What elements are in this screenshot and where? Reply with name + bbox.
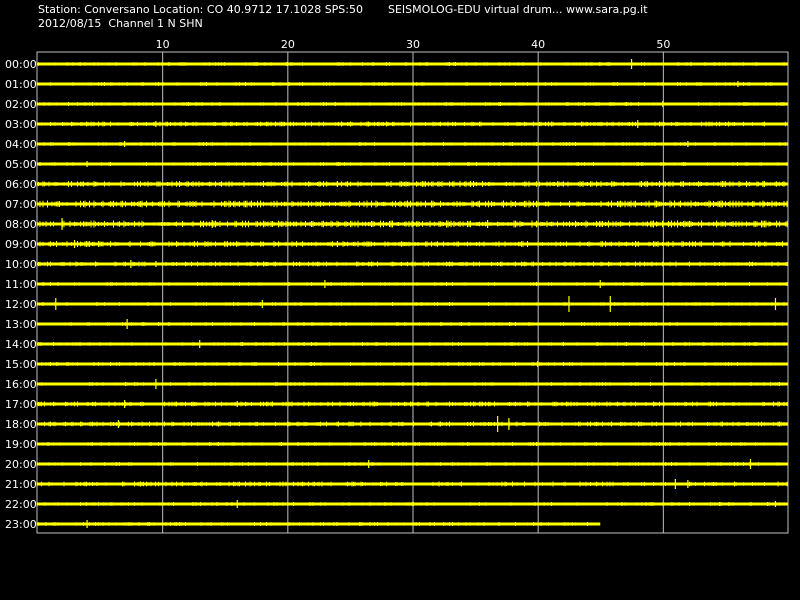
- x-tick-label: 30: [406, 38, 420, 51]
- trace-noise-16:00: [36, 382, 788, 386]
- hour-label: 19:00: [5, 438, 37, 451]
- hour-label: 23:00: [5, 518, 37, 531]
- hour-label: 09:00: [5, 238, 37, 251]
- trace-noise-08:00: [36, 220, 788, 228]
- trace-noise-00:00: [38, 62, 788, 66]
- hour-label: 08:00: [5, 218, 37, 231]
- hour-label: 01:00: [5, 78, 37, 91]
- hour-label: 14:00: [5, 338, 37, 351]
- trace-noise-18:00: [36, 421, 788, 427]
- trace-noise-17:00: [36, 401, 788, 407]
- hour-label: 06:00: [5, 178, 37, 191]
- trace-noise-14:00: [36, 342, 788, 346]
- hour-label: 04:00: [5, 138, 37, 151]
- hour-label: 22:00: [5, 498, 37, 511]
- x-tick-label: 20: [281, 38, 295, 51]
- trace-noise-07:00: [36, 200, 788, 208]
- hour-label: 02:00: [5, 98, 37, 111]
- trace-noise-21:00: [36, 481, 788, 487]
- trace-noise-19:00: [36, 442, 788, 446]
- hour-label: 07:00: [5, 198, 37, 211]
- trace-noise-09:00: [36, 241, 788, 247]
- app-title: SEISMOLOG-EDU virtual drum... www.sara.p…: [388, 3, 648, 16]
- trace-noise-02:00: [36, 102, 788, 106]
- hour-label: 12:00: [5, 298, 37, 311]
- hour-label: 03:00: [5, 118, 37, 131]
- hour-label: 16:00: [5, 378, 37, 391]
- date-channel-info: 2012/08/15 Channel 1 N SHN: [38, 17, 203, 30]
- trace-noise-20:00: [36, 462, 788, 466]
- trace-noise-13:00: [36, 322, 788, 326]
- station-info: Station: Conversano Location: CO 40.9712…: [38, 3, 363, 16]
- trace-noise-01:00: [36, 82, 788, 86]
- trace-noise-03:00: [36, 121, 788, 127]
- trace-noise-05:00: [36, 162, 788, 166]
- trace-noise-22:00: [36, 502, 788, 506]
- x-tick-label: 40: [531, 38, 545, 51]
- trace-band-00:00: [37, 62, 788, 66]
- trace-noise-04:00: [36, 142, 788, 146]
- hour-label: 11:00: [5, 278, 37, 291]
- hour-label: 15:00: [5, 358, 37, 371]
- x-tick-label: 10: [156, 38, 170, 51]
- trace-noise-06:00: [36, 181, 788, 187]
- hour-label: 10:00: [5, 258, 37, 271]
- hour-label: 21:00: [5, 478, 37, 491]
- hour-label: 00:00: [5, 58, 37, 71]
- hour-label: 20:00: [5, 458, 37, 471]
- hour-label: 05:00: [5, 158, 37, 171]
- hour-label: 18:00: [5, 418, 37, 431]
- hour-label: 13:00: [5, 318, 37, 331]
- hour-label: 17:00: [5, 398, 37, 411]
- x-tick-label: 50: [656, 38, 670, 51]
- trace-noise-10:00: [36, 261, 788, 267]
